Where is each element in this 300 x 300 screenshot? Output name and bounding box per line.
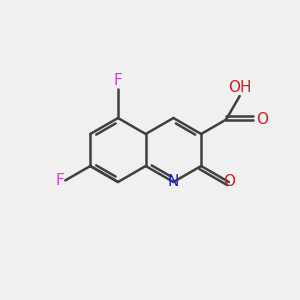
Text: OH: OH <box>228 80 251 95</box>
Text: F: F <box>114 73 122 88</box>
Text: N: N <box>168 175 179 190</box>
Text: O: O <box>256 112 268 127</box>
Text: O: O <box>223 175 235 190</box>
Text: F: F <box>56 173 64 188</box>
